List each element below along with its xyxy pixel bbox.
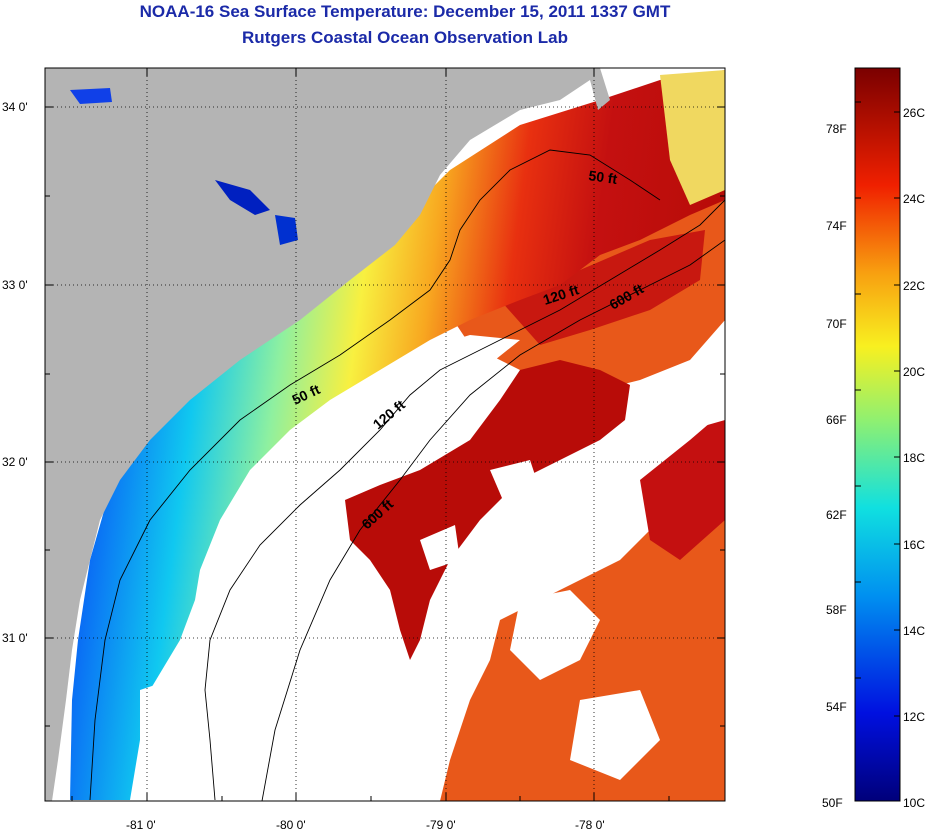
cloud-patch	[420, 525, 460, 570]
map-frame	[44, 67, 726, 802]
colorbar-c-labels: 26C 24C 22C 20C 18C 16C 14C 12C 10C	[903, 106, 925, 810]
colorbar-f-label: 50F	[822, 796, 843, 810]
colorbar-c-label: 16C	[903, 538, 925, 552]
colorbar-f-label: 54F	[826, 700, 847, 714]
gulf-stream-core-north	[500, 230, 705, 345]
inland-water	[275, 215, 298, 245]
graticule	[45, 68, 725, 801]
land	[45, 68, 610, 801]
colorbar-f-label: 62F	[826, 508, 847, 522]
warm-water-east	[640, 410, 725, 560]
cloud-patch	[510, 590, 600, 680]
colorbar-c-label: 20C	[903, 365, 925, 379]
map-title: NOAA-16 Sea Surface Temperature: Decembe…	[139, 2, 671, 21]
map-subtitle: Rutgers Coastal Ocean Observation Lab	[242, 28, 568, 47]
gulf-stream-core	[345, 360, 630, 660]
contour-600ft	[261, 239, 725, 801]
colorbar-c-label: 12C	[903, 710, 925, 724]
contour-label: 50 ft	[588, 167, 619, 187]
colorbar-f-label: 74F	[826, 219, 847, 233]
contour-120ft	[204, 199, 725, 801]
frame-ticks	[45, 68, 725, 801]
lon-tick-label: -81 0'	[126, 818, 156, 832]
colorbar-c-label: 14C	[903, 624, 925, 638]
cloud-patch	[490, 460, 540, 505]
warm-water-ne	[660, 70, 725, 205]
cloud-patch	[660, 350, 725, 430]
colorbar-f-label: 78F	[826, 122, 847, 136]
lat-tick-label: 33 0'	[2, 278, 28, 292]
colorbar-f-label: 70F	[826, 317, 847, 331]
lat-tick-label: 34 0'	[2, 100, 28, 114]
colorbar-c-label: 18C	[903, 451, 925, 465]
shelf-no-data	[150, 335, 520, 800]
lon-tick-label: -79 0'	[426, 818, 456, 832]
colorbar	[854, 67, 901, 802]
cloud-patch	[570, 690, 660, 780]
sst-coastal-band	[70, 70, 725, 800]
lat-tick-label: 31 0'	[2, 631, 28, 645]
lon-tick-label: -80 0'	[276, 818, 306, 832]
inland-water	[70, 88, 112, 104]
colorbar-c-label: 22C	[903, 279, 925, 293]
lat-tick-label: 32 0'	[2, 455, 28, 469]
colorbar-f-label: 58F	[826, 603, 847, 617]
colorbar-f-labels: 78F 74F 70F 66F 62F 58F 54F 50F	[822, 122, 847, 810]
inland-water	[215, 180, 270, 215]
colorbar-c-label: 26C	[903, 106, 925, 120]
colorbar-f-label: 66F	[826, 413, 847, 427]
colorbar-c-label: 24C	[903, 192, 925, 206]
lon-tick-label: -78 0'	[575, 818, 605, 832]
colorbar-c-label: 10C	[903, 796, 925, 810]
colorbar-ticks	[855, 101, 900, 717]
contour-50ft	[89, 149, 661, 801]
